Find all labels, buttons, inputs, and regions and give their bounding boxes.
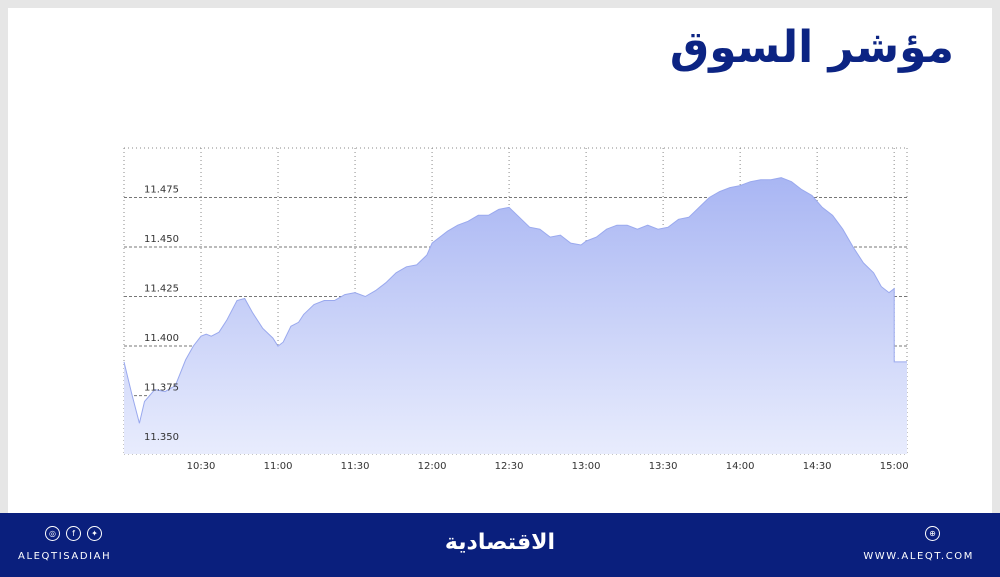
x-tick-label: 14:30	[803, 461, 832, 472]
x-tick-label: 11:00	[264, 461, 293, 472]
x-tick-label: 13:30	[649, 461, 678, 472]
y-tick-label: 11.475	[144, 185, 179, 196]
y-axis-labels: 11.350 11.375 11.400 11.425 11.450 11.475	[144, 185, 179, 444]
x-tick-label: 10:30	[187, 461, 216, 472]
facebook-icon[interactable]: f	[66, 526, 81, 541]
brand-logo: الاقتصادية	[444, 530, 556, 555]
y-tick-label: 11.425	[144, 284, 179, 295]
y-tick-label: 11.350	[144, 432, 179, 443]
globe-icon: ⊕	[925, 526, 940, 541]
y-tick-label: 11.400	[144, 333, 179, 344]
social-icons: ◎ f ✦	[45, 526, 102, 541]
web-icon-wrap: ⊕	[925, 526, 940, 541]
y-tick-label: 11.375	[144, 383, 179, 394]
x-tick-label: 12:00	[418, 461, 447, 472]
website-link[interactable]: WWW.ALEQT.COM	[863, 551, 974, 562]
x-axis-labels: 10:30 11:00 11:30 12:00 12:30 13:00 13:30 14:00…	[187, 461, 909, 472]
social-handle[interactable]: ALEQTISADIAH	[18, 551, 112, 562]
index-line-series	[123, 177, 907, 424]
x-tick-label: 15:00	[880, 461, 909, 472]
twitter-icon[interactable]: ✦	[87, 526, 102, 541]
x-tick-label: 13:00	[572, 461, 601, 472]
x-tick-label: 12:30	[495, 461, 524, 472]
page-title: مؤشر السوق	[669, 22, 954, 73]
index-area-series	[124, 177, 907, 454]
x-tick-label: 14:00	[726, 461, 755, 472]
footer-bar: ◎ f ✦ ALEQTISADIAH الاقتصادية ⊕ WWW.ALEQ…	[0, 513, 1000, 577]
instagram-icon[interactable]: ◎	[45, 526, 60, 541]
x-tick-label: 11:30	[341, 461, 370, 472]
y-tick-label: 11.450	[144, 234, 179, 245]
